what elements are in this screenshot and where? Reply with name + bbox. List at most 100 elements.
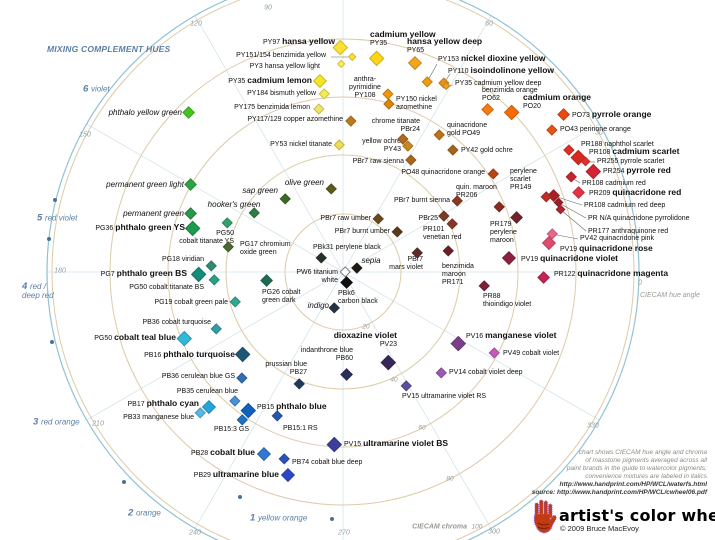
pigment-label: PY42 gold ochre bbox=[461, 147, 513, 154]
pigment-label: PB33 manganese blue bbox=[123, 414, 194, 421]
pigment-label: PR188 naphthol scarlet bbox=[581, 141, 654, 148]
pigment-label: PV19 quinacridone rose bbox=[560, 243, 653, 253]
pigment-label: PV19 quinacridone violet bbox=[521, 253, 619, 263]
pigment-label: PBk6 carbon black bbox=[338, 290, 378, 305]
pigment-label: PR108 cadmium red deep bbox=[584, 202, 666, 209]
pigment-label: PY153 nickel dioxine yellow bbox=[438, 53, 546, 63]
complement-hue-label: 3 red orange bbox=[33, 416, 80, 428]
pigment-label: PBr7 burnt umber bbox=[334, 228, 390, 235]
pigment-label: PB16 phthalo turquoise bbox=[144, 349, 235, 359]
logo-copyright: © 2009 Bruce MacEvoy bbox=[560, 524, 639, 533]
pigment-label: PY175 benzimida lemon bbox=[234, 104, 310, 111]
pigment-label: quin. maroon PR206 bbox=[456, 184, 497, 199]
pigment-label: PG36 phthalo green YS bbox=[95, 222, 185, 232]
hue-tick: 210 bbox=[92, 420, 104, 428]
hue-tick: 60 bbox=[485, 20, 493, 28]
hue-axis-label: CIECAM hue angle bbox=[640, 292, 700, 299]
pigment-label: PG26 cobalt green dark bbox=[262, 289, 301, 304]
pigment-label: sap green bbox=[242, 186, 278, 195]
pigment-label: PR101 venetian red bbox=[423, 226, 462, 241]
pigment-label: perylene scarlet PR149 bbox=[510, 168, 537, 191]
complement-dot bbox=[330, 517, 334, 521]
complement-dot bbox=[53, 198, 57, 202]
pigment-label: PR108 cadmium scarlet bbox=[589, 146, 680, 156]
pigment-label: PBr7 raw umber bbox=[320, 215, 371, 222]
pigment-label: anthra-pyrimidine PY108 bbox=[349, 76, 381, 99]
pigment-label: PY35 cadmium lemon bbox=[228, 75, 312, 85]
pigment-label: PO43 perinone orange bbox=[560, 126, 631, 133]
complement-dot bbox=[122, 480, 126, 484]
pigment-label: phthalo yellow green bbox=[108, 108, 182, 117]
pigment-label: PY151/154 benzimida yellow bbox=[236, 52, 326, 59]
pigment-label: PG50 cobalt titanate BS bbox=[129, 284, 204, 291]
pigment-label: PV42 quinacridone pink bbox=[580, 235, 654, 242]
complement-dot bbox=[50, 340, 54, 344]
pigment-label: PR177 anthraquinone red bbox=[588, 228, 669, 235]
pigment-label: PB15:1 RS bbox=[283, 425, 318, 432]
complement-dot bbox=[238, 495, 242, 499]
complement-hue-label: 2 orange bbox=[128, 507, 161, 519]
pigment-label: PY35 cadmium yellow deep bbox=[455, 80, 542, 87]
pigment-label: PY97 hansa yellow bbox=[263, 36, 335, 46]
pigment-label: PR179 perylene maroon bbox=[490, 221, 517, 244]
chroma-tick: 100 bbox=[471, 523, 483, 531]
pigment-label: PBr7 mars violet bbox=[389, 256, 423, 271]
pigment-label: PO73 pyrrole orange bbox=[572, 109, 652, 119]
footer-note-line: source: http://www.handprint.com/HP/WCL/… bbox=[531, 489, 707, 496]
pigment-label: PB36 cobalt turquoise bbox=[142, 319, 212, 326]
pigment-label: PBr7 raw sienna bbox=[352, 158, 404, 165]
footer-note-line: paint brands in the guide to watercolor … bbox=[566, 465, 707, 472]
hue-tick: 150 bbox=[79, 131, 91, 139]
hue-tick: 30 bbox=[595, 129, 603, 137]
pigment-label: PY3 hansa yellow light bbox=[249, 63, 320, 70]
pigment-label: PB29 ultramarine blue bbox=[193, 469, 279, 479]
pigment-label: quinacridone gold PO49 bbox=[447, 122, 488, 137]
hand-icon bbox=[533, 499, 557, 534]
pigment-label: PY184 bismuth yellow bbox=[247, 90, 316, 97]
complement-hue-label: 1 yellow orange bbox=[250, 512, 308, 524]
pigment-label: PB36 cerulean blue GS bbox=[161, 373, 235, 380]
complement-hue-label: 5 red violet bbox=[37, 212, 78, 224]
pigment-label: PG19 cobalt green pale bbox=[154, 299, 228, 306]
pigment-label: PV14 cobalt violet deep bbox=[449, 369, 523, 376]
pigment-label: indanthrone blue PB60 bbox=[300, 347, 353, 362]
pigment-label: benzimida maroon PR171 bbox=[442, 263, 474, 286]
pigment-label: PY117/129 copper azomethine bbox=[247, 116, 343, 123]
hue-tick: 240 bbox=[189, 529, 201, 537]
pigment-label: PV49 cobalt violet bbox=[503, 350, 560, 357]
pigment-label: PB15:3 GS bbox=[213, 426, 249, 433]
pigment-label: PO48 quinacridone orange bbox=[401, 169, 485, 176]
footer-note-line: chart shows CIECAM hue angle and chroma bbox=[578, 449, 707, 456]
pigment-label: permanent green bbox=[123, 209, 184, 218]
hue-tick: 90 bbox=[264, 4, 272, 12]
pigment-label: PBr25 bbox=[418, 215, 438, 222]
legend-title: MIXING COMPLEMENT HUES bbox=[47, 44, 171, 54]
complement-hue-label: 4 red / deep red bbox=[22, 281, 54, 300]
hue-tick: 0 bbox=[638, 279, 642, 287]
hue-tick: 270 bbox=[338, 529, 350, 537]
pigment-label: sepia bbox=[361, 256, 381, 265]
pigment-label: PV15 ultramarine violet RS bbox=[402, 393, 487, 400]
footer-note-line: convenience mixtures are labeled in ital… bbox=[585, 473, 707, 480]
logo: artist's color wheel © 2009 Bruce MacEvo… bbox=[531, 498, 715, 538]
chroma-tick: 20 bbox=[362, 323, 370, 331]
pigment-label: PB74 cobalt blue deep bbox=[292, 459, 363, 466]
pigment-label: prussian blue PB27 bbox=[265, 361, 307, 376]
pigment-label: PG18 viridian bbox=[161, 256, 204, 263]
pigment-label: PV15 ultramarine violet BS bbox=[344, 438, 449, 448]
chroma-tick: 60 bbox=[418, 424, 426, 432]
footer-notes: chart shows CIECAM hue angle and chroma o… bbox=[532, 449, 707, 497]
pigment-label: olive green bbox=[284, 178, 324, 187]
pigment-label: PR88 thioindigo violet bbox=[483, 293, 532, 308]
pigment-label: PY150 nickel azomethine bbox=[396, 96, 437, 111]
chroma-tick: 80 bbox=[446, 475, 454, 483]
pigment-label: PR122 quinacridone magenta bbox=[554, 268, 669, 278]
pigment-label: PB35 cerulean blue bbox=[176, 388, 238, 395]
pigment-label: dioxazine violet PV23 bbox=[333, 330, 397, 348]
pigment-label: PR209 quinacridone red bbox=[589, 187, 682, 197]
chroma-tick: 40 bbox=[390, 376, 398, 384]
pigment-label: PB28 cobalt blue bbox=[191, 447, 255, 457]
pigment-label: hooker's green bbox=[207, 200, 261, 209]
